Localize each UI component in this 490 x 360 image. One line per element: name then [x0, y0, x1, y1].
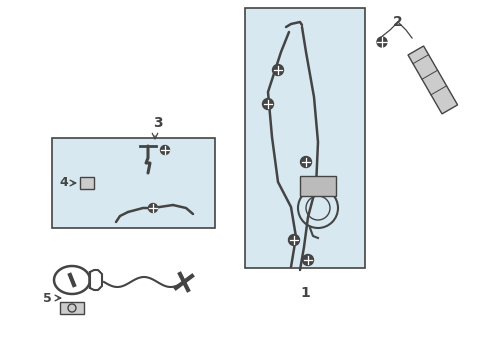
Text: 2: 2: [393, 15, 403, 29]
Text: 3: 3: [153, 116, 163, 130]
Circle shape: [300, 157, 312, 167]
Circle shape: [302, 255, 314, 266]
Circle shape: [289, 234, 299, 246]
Bar: [300, 176, 336, 196]
Circle shape: [263, 99, 273, 109]
Circle shape: [148, 203, 157, 212]
Text: 1: 1: [300, 286, 310, 300]
Bar: [245, 8, 365, 268]
Circle shape: [161, 145, 170, 154]
Circle shape: [377, 37, 387, 47]
Circle shape: [272, 64, 284, 76]
Text: 4: 4: [59, 176, 68, 189]
Bar: [80, 177, 94, 189]
Bar: [60, 302, 84, 314]
Text: 5: 5: [43, 292, 52, 305]
Bar: [408, 46, 458, 114]
Bar: [52, 138, 215, 228]
